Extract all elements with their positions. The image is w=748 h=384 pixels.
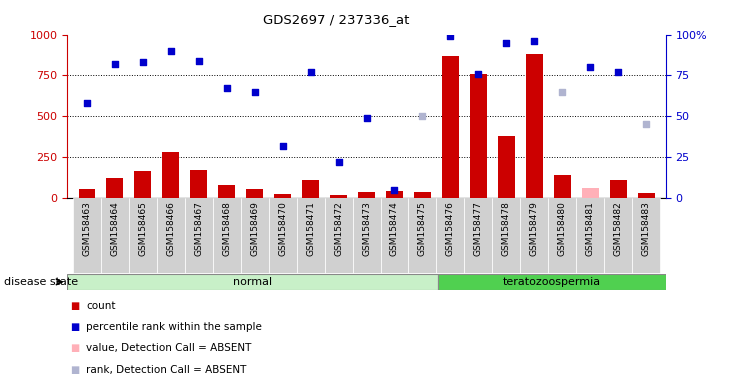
Text: rank, Detection Call = ABSENT: rank, Detection Call = ABSENT bbox=[86, 364, 246, 375]
FancyBboxPatch shape bbox=[632, 198, 660, 273]
FancyBboxPatch shape bbox=[157, 198, 185, 273]
Point bbox=[473, 71, 485, 77]
Text: GSM158464: GSM158464 bbox=[111, 202, 120, 256]
Point bbox=[248, 89, 260, 95]
Text: GSM158477: GSM158477 bbox=[474, 202, 483, 257]
FancyBboxPatch shape bbox=[352, 198, 381, 273]
FancyBboxPatch shape bbox=[436, 198, 465, 273]
Text: teratozoospermia: teratozoospermia bbox=[503, 277, 601, 287]
FancyBboxPatch shape bbox=[101, 198, 129, 273]
Bar bbox=[414, 192, 431, 198]
Bar bbox=[442, 56, 459, 198]
FancyBboxPatch shape bbox=[465, 198, 492, 273]
Text: GSM158469: GSM158469 bbox=[250, 202, 259, 257]
Text: GSM158483: GSM158483 bbox=[642, 202, 651, 257]
Bar bbox=[638, 193, 654, 198]
Text: ■: ■ bbox=[70, 322, 79, 333]
Bar bbox=[302, 180, 319, 198]
Text: GSM158465: GSM158465 bbox=[138, 202, 147, 257]
Text: GSM158467: GSM158467 bbox=[194, 202, 203, 257]
FancyBboxPatch shape bbox=[576, 198, 604, 273]
Text: GSM158473: GSM158473 bbox=[362, 202, 371, 257]
Bar bbox=[218, 185, 235, 198]
FancyBboxPatch shape bbox=[548, 198, 576, 273]
Point bbox=[361, 115, 373, 121]
FancyBboxPatch shape bbox=[325, 198, 352, 273]
Text: GSM158472: GSM158472 bbox=[334, 202, 343, 256]
Point bbox=[584, 64, 596, 70]
Text: count: count bbox=[86, 301, 115, 311]
Bar bbox=[162, 152, 180, 198]
FancyBboxPatch shape bbox=[492, 198, 521, 273]
Text: value, Detection Call = ABSENT: value, Detection Call = ABSENT bbox=[86, 343, 251, 354]
Point bbox=[221, 85, 233, 91]
Text: GSM158468: GSM158468 bbox=[222, 202, 231, 257]
Bar bbox=[79, 189, 95, 198]
FancyBboxPatch shape bbox=[129, 198, 157, 273]
FancyBboxPatch shape bbox=[241, 198, 269, 273]
Text: normal: normal bbox=[233, 277, 272, 287]
Point bbox=[109, 61, 121, 67]
Point bbox=[388, 187, 400, 193]
Point bbox=[165, 48, 177, 54]
FancyBboxPatch shape bbox=[212, 198, 241, 273]
Text: GSM158482: GSM158482 bbox=[613, 202, 622, 256]
Text: ■: ■ bbox=[70, 343, 79, 354]
Bar bbox=[582, 188, 598, 198]
Bar bbox=[330, 195, 347, 198]
FancyBboxPatch shape bbox=[604, 198, 632, 273]
Text: GSM158471: GSM158471 bbox=[306, 202, 315, 257]
Point bbox=[500, 40, 512, 46]
FancyBboxPatch shape bbox=[521, 198, 548, 273]
Text: GSM158474: GSM158474 bbox=[390, 202, 399, 256]
Bar bbox=[610, 180, 627, 198]
Text: GDS2697 / 237336_at: GDS2697 / 237336_at bbox=[263, 13, 410, 26]
Text: GSM158463: GSM158463 bbox=[82, 202, 91, 257]
Bar bbox=[106, 178, 123, 198]
Text: GSM158479: GSM158479 bbox=[530, 202, 539, 257]
Point bbox=[333, 159, 345, 165]
Bar bbox=[275, 194, 291, 198]
Text: GSM158476: GSM158476 bbox=[446, 202, 455, 257]
Text: disease state: disease state bbox=[4, 277, 78, 287]
Text: GSM158470: GSM158470 bbox=[278, 202, 287, 257]
Point bbox=[137, 59, 149, 65]
Bar bbox=[582, 188, 598, 198]
Text: percentile rank within the sample: percentile rank within the sample bbox=[86, 322, 262, 333]
Text: GSM158480: GSM158480 bbox=[558, 202, 567, 257]
Bar bbox=[358, 192, 375, 198]
Point bbox=[444, 33, 456, 39]
Bar bbox=[526, 54, 543, 198]
Text: GSM158478: GSM158478 bbox=[502, 202, 511, 257]
Point bbox=[417, 113, 429, 119]
Point bbox=[612, 69, 624, 75]
Bar bbox=[470, 74, 487, 198]
Point bbox=[640, 121, 652, 127]
Point bbox=[193, 58, 205, 64]
Bar bbox=[386, 191, 403, 198]
FancyBboxPatch shape bbox=[381, 198, 408, 273]
Bar bbox=[246, 189, 263, 198]
Bar bbox=[135, 171, 151, 198]
FancyBboxPatch shape bbox=[438, 274, 666, 290]
Point bbox=[557, 89, 568, 95]
FancyBboxPatch shape bbox=[408, 198, 436, 273]
Point bbox=[81, 100, 93, 106]
Bar bbox=[554, 175, 571, 198]
Text: GSM158475: GSM158475 bbox=[418, 202, 427, 257]
Point bbox=[304, 69, 316, 75]
FancyBboxPatch shape bbox=[67, 274, 438, 290]
Text: ■: ■ bbox=[70, 364, 79, 375]
FancyBboxPatch shape bbox=[185, 198, 212, 273]
Text: GSM158466: GSM158466 bbox=[166, 202, 175, 257]
Bar bbox=[498, 136, 515, 198]
Text: ■: ■ bbox=[70, 301, 79, 311]
Point bbox=[528, 38, 540, 44]
FancyBboxPatch shape bbox=[297, 198, 325, 273]
FancyBboxPatch shape bbox=[269, 198, 297, 273]
Text: GSM158481: GSM158481 bbox=[586, 202, 595, 257]
Bar bbox=[190, 170, 207, 198]
FancyBboxPatch shape bbox=[73, 198, 101, 273]
Point bbox=[277, 142, 289, 149]
